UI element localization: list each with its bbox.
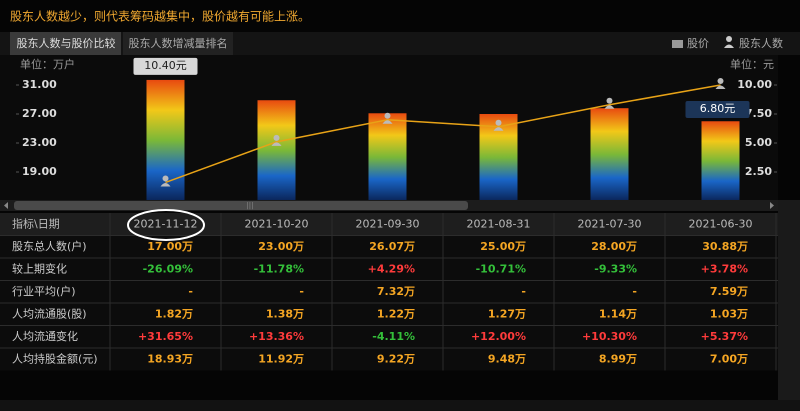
legend-icon: [724, 44, 734, 48]
y2-tick-label: 7.50: [745, 107, 772, 120]
point-icon: [606, 97, 613, 104]
y-axis-label: 单位：万户: [20, 57, 75, 71]
legend-label: 股价: [687, 37, 709, 50]
cell: -: [299, 285, 304, 298]
annotation-box: [133, 57, 198, 75]
y-tick-label: 31.00: [22, 78, 57, 91]
row-label: 较上期变化: [12, 261, 67, 275]
annotation: 6.80元: [700, 102, 736, 115]
tab-label[interactable]: 股东人数增减量排名: [129, 36, 228, 50]
legend-icon: [672, 40, 683, 48]
cell: -9.33%: [594, 262, 637, 275]
table-header-bg: [0, 213, 778, 236]
cell: +5.37%: [701, 330, 748, 343]
annotation-box: [685, 101, 750, 118]
cell: -26.09%: [143, 262, 193, 275]
cell: 30.88万: [702, 240, 748, 253]
point-icon: [382, 120, 393, 124]
scroll-thumb[interactable]: [14, 201, 468, 210]
cell: 18.93万: [147, 352, 193, 365]
point-icon: [493, 127, 504, 131]
y-tick-label: 23.00: [22, 136, 57, 149]
cell: -11.78%: [254, 262, 304, 275]
bottom-strip: [0, 400, 800, 411]
column-header: 2021-08-31: [467, 217, 531, 230]
cell: 17.00万: [147, 240, 193, 253]
point-icon: [162, 175, 169, 182]
page-title: 股东人数越少，则代表筹码越集中，股价越有可能上涨。: [10, 9, 310, 24]
cell: -10.71%: [476, 262, 526, 275]
column-header: 2021-10-20: [245, 217, 309, 230]
column-header: 2021-06-30: [689, 217, 753, 230]
legend-icon: [726, 36, 732, 42]
cell: 7.59万: [710, 285, 748, 298]
cell: 25.00万: [480, 240, 526, 253]
cell: 11.92万: [258, 352, 304, 365]
y-tick-label: 19.00: [22, 165, 57, 178]
cell: +3.78%: [701, 262, 748, 275]
cell: +31.65%: [138, 330, 193, 343]
tab-label[interactable]: 股东人数与股价比较: [17, 36, 116, 50]
cell: 9.48万: [488, 352, 526, 365]
cell: 1.22万: [377, 307, 415, 320]
column-header: 2021-11-12: [134, 217, 198, 230]
row-label: 股东总人数(户): [12, 239, 87, 253]
annotation: 10.40元: [144, 59, 187, 72]
cell: 28.00万: [591, 240, 637, 253]
cell: 1.27万: [488, 307, 526, 320]
grip: |||: [246, 202, 253, 210]
legend-label: 股东人数: [739, 37, 783, 50]
cell: 23.00万: [258, 240, 304, 253]
point-icon: [384, 112, 391, 119]
cell: 7.00万: [710, 352, 748, 365]
cell: -: [188, 285, 193, 298]
cell: -4.11%: [372, 330, 415, 343]
cell: +4.29%: [368, 262, 415, 275]
y2-tick-label: 5.00: [745, 136, 772, 149]
cell: 26.07万: [369, 240, 415, 253]
cell: -: [521, 285, 526, 298]
cell: 1.14万: [599, 307, 637, 320]
row-label: 行业平均(户): [12, 284, 76, 298]
cell: 8.99万: [599, 352, 637, 365]
bar: [257, 100, 296, 201]
row-label: 人均流通股(股): [12, 306, 87, 320]
y2-tick-label: 10.00: [737, 78, 772, 91]
point-icon: [160, 182, 171, 187]
row-label: 人均流通变化: [12, 329, 78, 343]
column-header: 指标\日期: [12, 216, 60, 230]
cell: 1.82万: [155, 307, 193, 320]
price-line: [165, 84, 721, 184]
cell: +10.30%: [582, 330, 637, 343]
tab[interactable]: [123, 32, 233, 55]
y2-axis-label: 单位：元: [730, 57, 774, 71]
bar: [146, 79, 185, 201]
column-header: 2021-09-30: [356, 217, 420, 230]
cell: +12.00%: [471, 330, 526, 343]
cell: -: [632, 285, 637, 298]
bar: [701, 121, 740, 201]
point-icon: [715, 85, 726, 89]
y2-tick-label: 2.50: [745, 165, 772, 178]
point-icon: [271, 142, 282, 146]
cell: 9.22万: [377, 352, 415, 365]
cell: 1.38万: [266, 307, 304, 320]
cell: 1.03万: [710, 307, 748, 320]
highlight-circle: [127, 209, 205, 241]
column-header: 2021-07-30: [578, 217, 642, 230]
y-tick-label: 27.00: [22, 107, 57, 120]
tab-active[interactable]: [10, 32, 121, 55]
point-icon: [717, 78, 724, 84]
cell: +13.36%: [249, 330, 304, 343]
bar: [368, 113, 407, 201]
row-label: 人均持股金额(元): [12, 351, 98, 365]
point-icon: [604, 105, 615, 109]
bar: [590, 108, 629, 201]
point-icon: [273, 134, 280, 141]
v-scrollbar[interactable]: [778, 200, 800, 400]
point-icon: [495, 119, 502, 126]
cell: 7.32万: [377, 285, 415, 298]
